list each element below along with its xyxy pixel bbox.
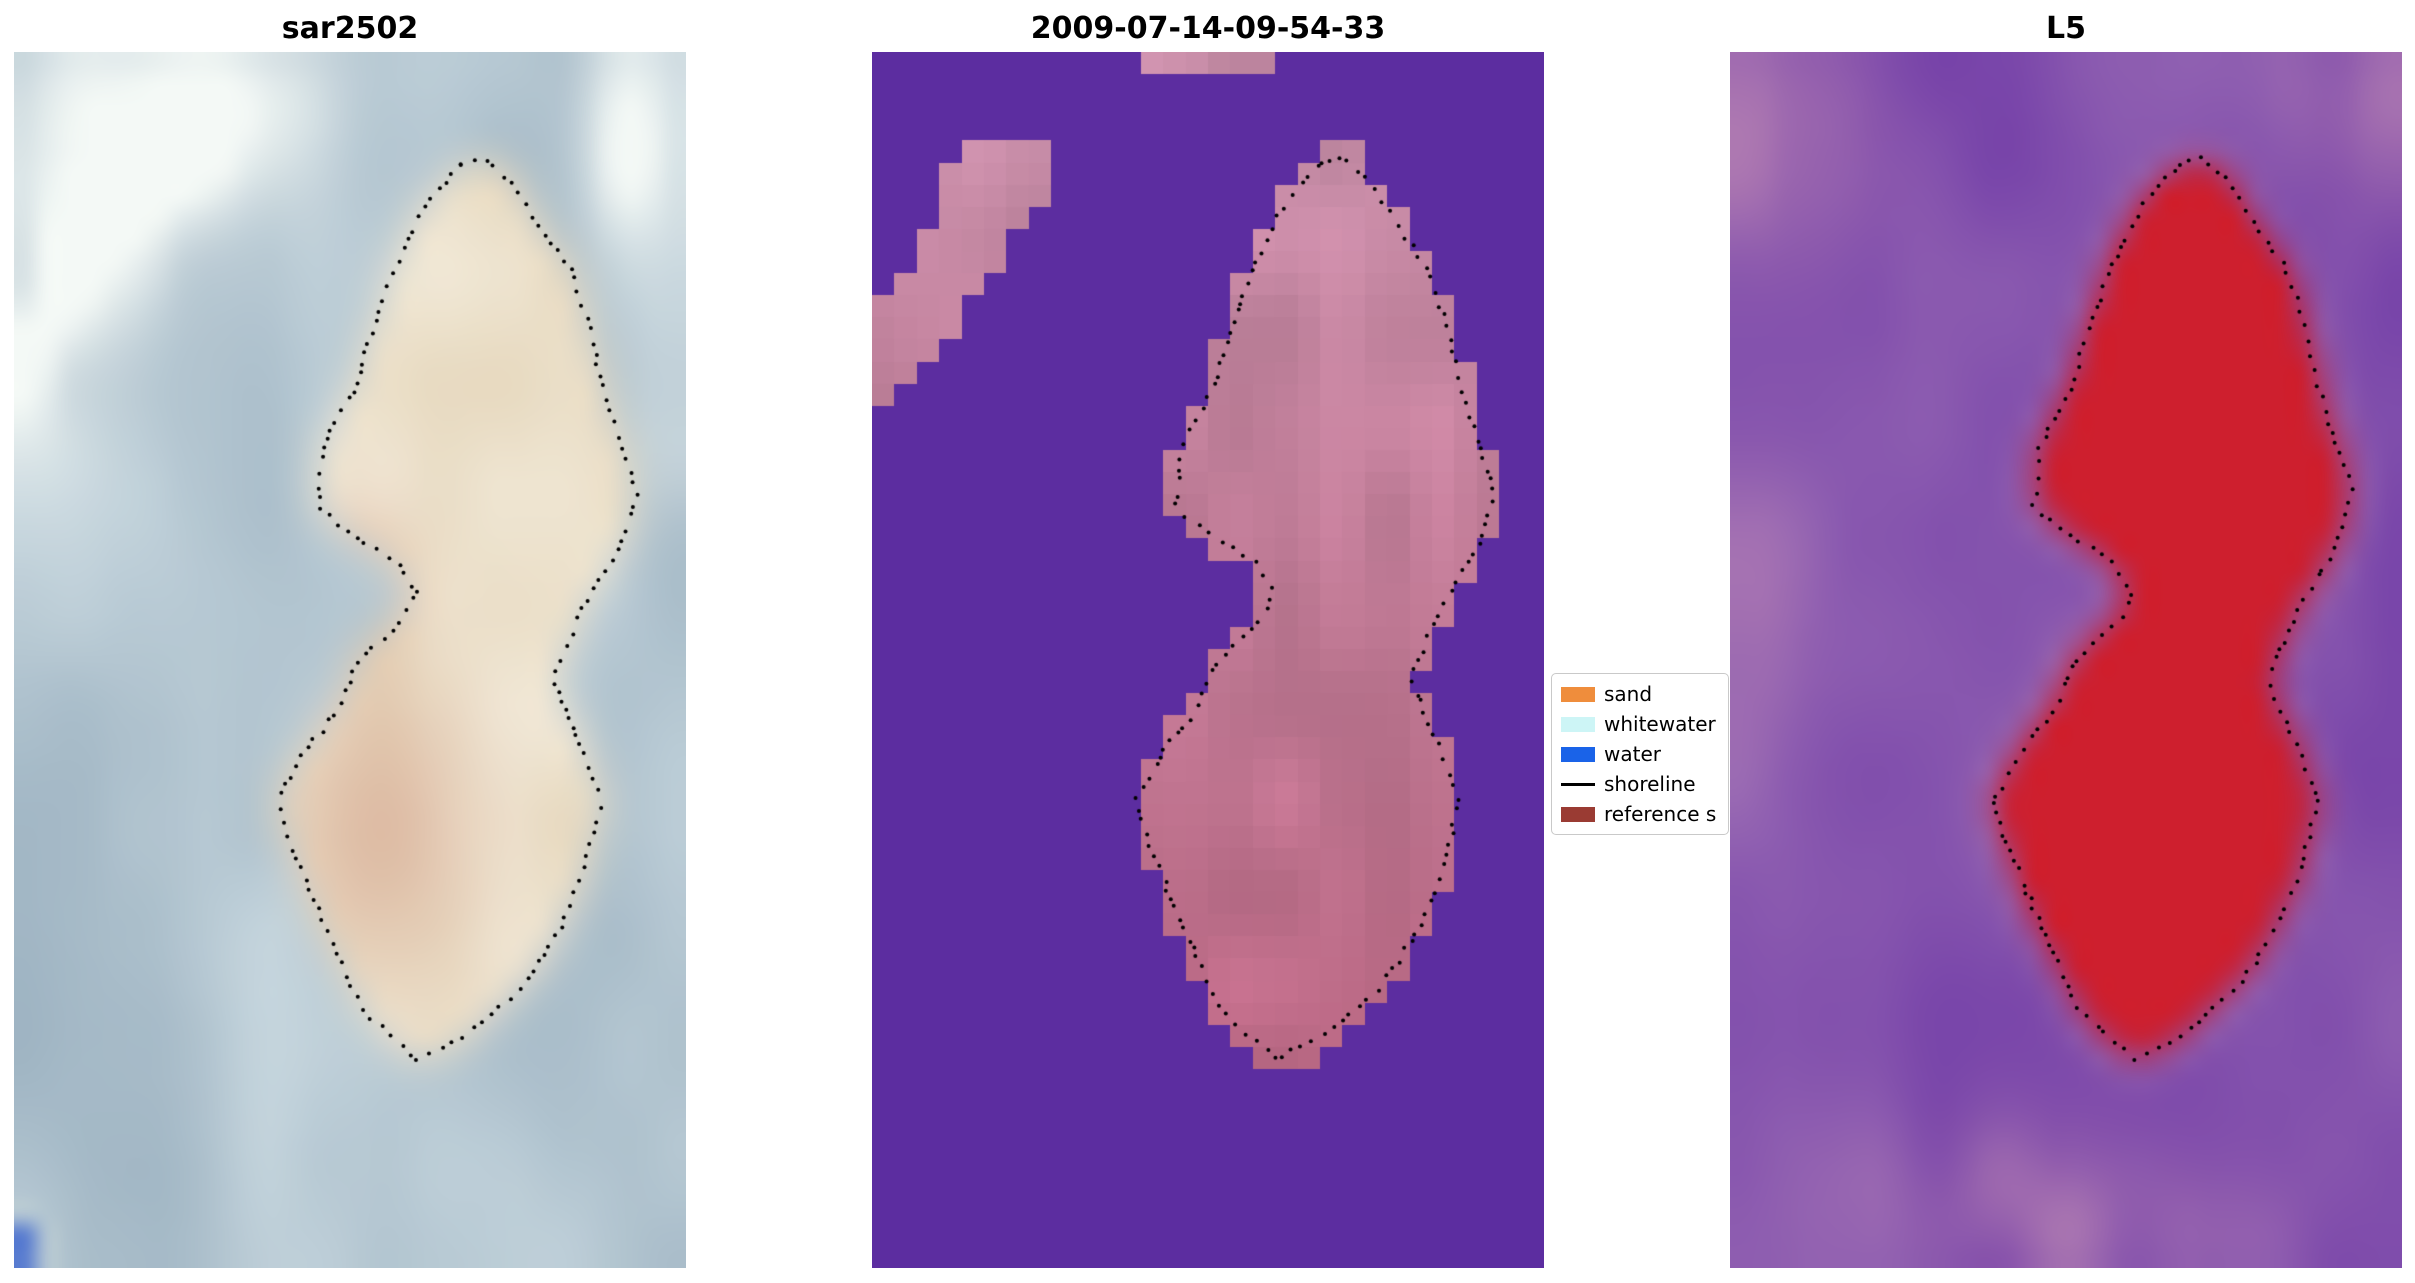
classified-panel: [872, 52, 1544, 1268]
whitewater-swatch: [1561, 716, 1595, 732]
legend-entry-shoreline: shoreline: [1561, 769, 1719, 799]
legend-entry-reference-shoreline: reference s: [1561, 799, 1719, 829]
classified-image-canvas: [872, 52, 1544, 1268]
l5-panel: [1730, 52, 2402, 1268]
panel-title-l5: L5: [2046, 11, 2086, 46]
legend-entry-sand: sand: [1561, 679, 1719, 709]
legend-entry-water: water: [1561, 739, 1719, 769]
panel-title-sar: sar2502: [281, 11, 419, 46]
legend-label: reference s: [1604, 802, 1717, 826]
legend-label: whitewater: [1604, 712, 1716, 736]
legend-label: sand: [1604, 682, 1653, 706]
shoreline-line-swatch: [1561, 782, 1595, 786]
legend-label: water: [1604, 742, 1661, 766]
panel-title-classified: 2009-07-14-09-54-33: [1030, 11, 1386, 46]
legend-label: shoreline: [1604, 772, 1696, 796]
sand-swatch: [1561, 686, 1595, 702]
sar-panel: [14, 52, 686, 1268]
sar-image-canvas: [14, 52, 686, 1268]
reference-shoreline-swatch: [1561, 806, 1595, 822]
legend: sand whitewater water shoreline referenc…: [1551, 673, 1729, 835]
legend-entry-whitewater: whitewater: [1561, 709, 1719, 739]
water-swatch: [1561, 746, 1595, 762]
l5-image-canvas: [1730, 52, 2402, 1268]
